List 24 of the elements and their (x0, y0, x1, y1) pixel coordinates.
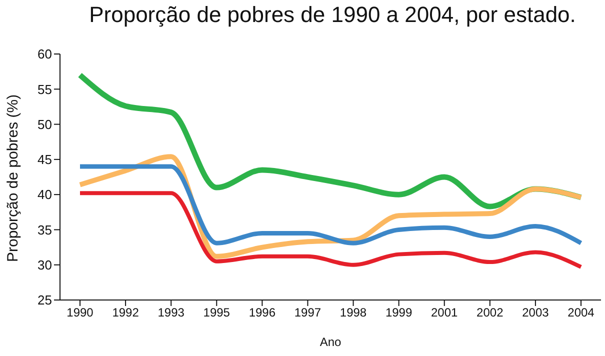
y-axis-title: Proporção de pobres (%) (4, 94, 22, 262)
y-tick-label: 30 (38, 257, 52, 272)
x-tick-label: 1998 (340, 306, 367, 320)
x-tick-label: 1992 (112, 306, 140, 320)
x-tick-label: 2004 (568, 306, 595, 320)
x-tick-label: 1996 (248, 306, 276, 320)
line-series (78, 191, 583, 269)
y-tick-label: 45 (38, 152, 52, 168)
y-tick-label: 25 (38, 292, 52, 308)
x-tick-label: 2002 (476, 306, 504, 320)
x-tick-label: 1999 (385, 306, 412, 320)
x-tick-label: 1995 (203, 306, 230, 320)
y-tick-label: 55 (38, 82, 52, 97)
x-tick-label: 1993 (158, 306, 185, 320)
y-tick-label: 35 (38, 222, 52, 238)
y-tick-label: 40 (38, 187, 52, 202)
x-tick-label: 2001 (431, 306, 458, 320)
x-tick-label: 1990 (66, 306, 94, 320)
x-axis-title: Ano (320, 335, 342, 349)
x-tick-label: 1997 (294, 306, 322, 320)
chart-title: Proporção de pobres de 1990 a 2004, por estado. (88, 2, 577, 28)
y-tick-label: 50 (38, 116, 52, 132)
x-tick-label: 2003 (522, 306, 550, 320)
y-tick-label: 60 (38, 46, 52, 62)
